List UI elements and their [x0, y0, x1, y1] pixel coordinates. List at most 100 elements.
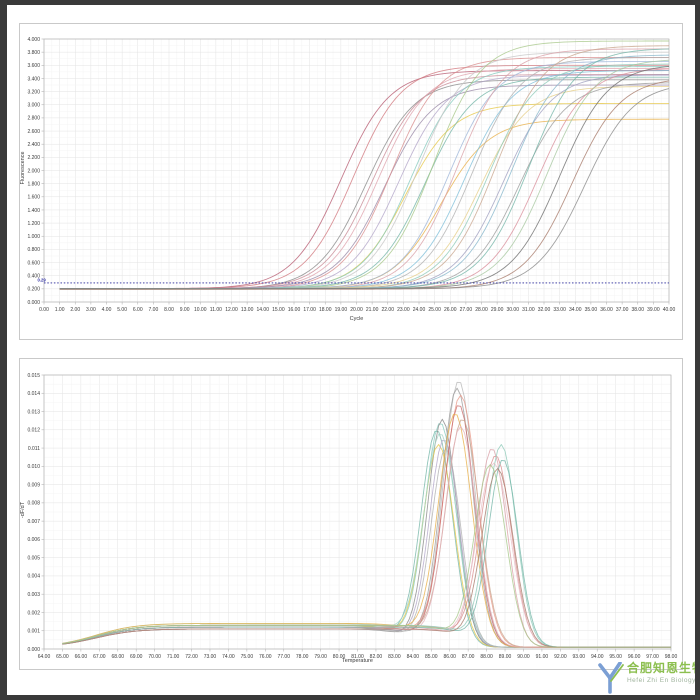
svg-text:14.00: 14.00 — [256, 307, 269, 313]
svg-text:31.00: 31.00 — [522, 307, 535, 313]
svg-text:6.00: 6.00 — [133, 307, 143, 313]
svg-text:2.400: 2.400 — [27, 142, 40, 148]
svg-text:10.00: 10.00 — [194, 307, 207, 313]
svg-text:2.000: 2.000 — [27, 168, 40, 174]
svg-text:0.800: 0.800 — [27, 247, 40, 253]
svg-text:4.00: 4.00 — [102, 307, 112, 313]
svg-text:0.000: 0.000 — [27, 300, 40, 306]
svg-text:39.00: 39.00 — [647, 307, 660, 313]
company-name-en: Hefei Zhi En Biology — [626, 677, 696, 685]
svg-text:0.005: 0.005 — [27, 555, 40, 561]
svg-text:19.00: 19.00 — [335, 307, 348, 313]
svg-text:0.010: 0.010 — [27, 464, 40, 470]
company-name-cn: 合肥知恩生物 — [626, 661, 700, 675]
svg-text:91.00: 91.00 — [536, 654, 549, 660]
svg-text:13.00: 13.00 — [241, 307, 254, 313]
svg-text:18.00: 18.00 — [319, 307, 332, 313]
svg-text:27.00: 27.00 — [460, 307, 473, 313]
svg-text:16.00: 16.00 — [288, 307, 301, 313]
melt-chart-svg: 64.00 65.00 66.00 67.00 68.00 69.00 70.00 71.00… — [27, 373, 678, 660]
svg-text:23.00: 23.00 — [397, 307, 410, 313]
svg-text:1.400: 1.400 — [27, 208, 40, 214]
svg-text:3.00: 3.00 — [86, 307, 96, 313]
svg-text:1.200: 1.200 — [27, 221, 40, 227]
amplification-chart-svg: 0.00 1.00 2.00 3.00 4.00 5.00 6.00 7.00 8.00 9.00… — [27, 37, 676, 313]
svg-text:0.003: 0.003 — [27, 592, 40, 598]
svg-text:0.009: 0.009 — [27, 482, 40, 488]
svg-text:70.00: 70.00 — [148, 654, 161, 660]
svg-text:69.00: 69.00 — [130, 654, 143, 660]
svg-text:86.00: 86.00 — [443, 654, 456, 660]
svg-text:97.00: 97.00 — [646, 654, 659, 660]
svg-text:83.00: 83.00 — [388, 654, 401, 660]
svg-text:0.200: 0.200 — [27, 287, 40, 293]
svg-text:0.013: 0.013 — [27, 409, 40, 415]
company-logo-icon — [598, 662, 624, 694]
svg-text:93.00: 93.00 — [573, 654, 586, 660]
svg-text:24.00: 24.00 — [413, 307, 426, 313]
svg-text:11.00: 11.00 — [210, 307, 222, 313]
svg-text:1.800: 1.800 — [27, 181, 40, 187]
svg-text:40.00: 40.00 — [663, 307, 676, 313]
svg-text:3.200: 3.200 — [27, 89, 40, 95]
svg-text:8.00: 8.00 — [164, 307, 174, 313]
svg-text:1.000: 1.000 — [27, 234, 40, 240]
svg-text:75.00: 75.00 — [241, 654, 254, 660]
svg-text:0.400: 0.400 — [27, 274, 40, 280]
svg-text:12.00: 12.00 — [225, 307, 238, 313]
svg-text:0.004: 0.004 — [27, 574, 40, 580]
svg-text:15.00: 15.00 — [272, 307, 285, 313]
svg-text:0.000: 0.000 — [27, 647, 40, 653]
svg-text:98.00: 98.00 — [665, 654, 678, 660]
svg-text:17.00: 17.00 — [303, 307, 316, 313]
svg-text:3.600: 3.600 — [27, 63, 40, 69]
svg-text:0.006: 0.006 — [27, 537, 40, 543]
svg-text:81.00: 81.00 — [351, 654, 364, 660]
svg-text:76.00: 76.00 — [259, 654, 272, 660]
amplification-panel: 0.00 1.00 2.00 3.00 4.00 5.00 6.00 7.00 8.00 9.00… — [19, 23, 683, 340]
svg-text:1.600: 1.600 — [27, 195, 40, 201]
svg-text:22.00: 22.00 — [381, 307, 394, 313]
svg-text:66.00: 66.00 — [75, 654, 88, 660]
svg-text:7.00: 7.00 — [149, 307, 159, 313]
svg-text:0.007: 0.007 — [27, 519, 40, 525]
svg-text:67.00: 67.00 — [93, 654, 106, 660]
svg-text:88.00: 88.00 — [480, 654, 493, 660]
svg-text:38.00: 38.00 — [631, 307, 644, 313]
svg-text:0.011: 0.011 — [28, 446, 40, 452]
svg-text:2.800: 2.800 — [27, 116, 40, 122]
svg-text:33.00: 33.00 — [553, 307, 566, 313]
svg-text:0.00: 0.00 — [39, 307, 49, 313]
svg-text:3.400: 3.400 — [27, 76, 40, 82]
svg-text:95.00: 95.00 — [609, 654, 622, 660]
svg-text:32.00: 32.00 — [538, 307, 551, 313]
svg-text:2.200: 2.200 — [27, 155, 40, 161]
svg-text:96.00: 96.00 — [628, 654, 641, 660]
svg-text:65.00: 65.00 — [56, 654, 69, 660]
svg-text:26.00: 26.00 — [444, 307, 457, 313]
watermark-text: 合肥知恩生物 Hefei Zhi En Biology — [626, 661, 700, 685]
svg-text:0.012: 0.012 — [27, 428, 40, 434]
svg-text:5.00: 5.00 — [117, 307, 127, 313]
svg-text:20.00: 20.00 — [350, 307, 363, 313]
svg-text:78.00: 78.00 — [296, 654, 309, 660]
svg-text:1.00: 1.00 — [55, 307, 65, 313]
svg-text:36.00: 36.00 — [600, 307, 613, 313]
svg-text:0.29: 0.29 — [38, 277, 47, 282]
svg-text:72.00: 72.00 — [185, 654, 198, 660]
svg-text:77.00: 77.00 — [277, 654, 290, 660]
svg-text:79.00: 79.00 — [314, 654, 327, 660]
svg-text:30.00: 30.00 — [506, 307, 519, 313]
svg-text:3.800: 3.800 — [27, 50, 40, 56]
melt-curve-panel: 64.00 65.00 66.00 67.00 68.00 69.00 70.00 71.00… — [19, 358, 683, 670]
svg-text:90.00: 90.00 — [517, 654, 530, 660]
svg-text:0.001: 0.001 — [27, 629, 40, 635]
svg-text:34.00: 34.00 — [569, 307, 582, 313]
svg-text:71.00: 71.00 — [167, 654, 180, 660]
svg-text:68.00: 68.00 — [112, 654, 125, 660]
svg-text:0.002: 0.002 — [27, 610, 40, 616]
svg-text:85.00: 85.00 — [425, 654, 438, 660]
svg-text:2.600: 2.600 — [27, 129, 40, 135]
svg-text:21.00: 21.00 — [366, 307, 379, 313]
